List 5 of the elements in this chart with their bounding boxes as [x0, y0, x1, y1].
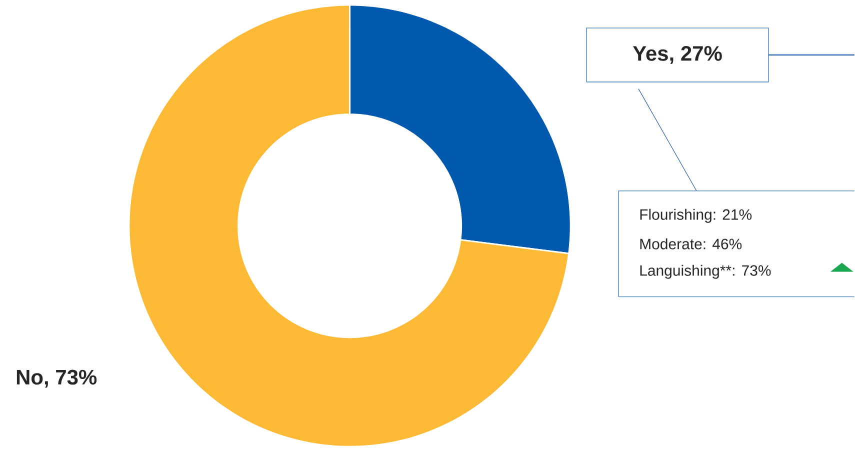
- text: Moderate: 46%: [640, 238, 742, 250]
- data-label: No, 73%: [16, 370, 97, 388]
- text: Languishing**: 73%: [640, 264, 771, 279]
- data-label: Yes, 27%: [632, 46, 722, 64]
- text: Flourishing: 21%: [640, 209, 752, 223]
